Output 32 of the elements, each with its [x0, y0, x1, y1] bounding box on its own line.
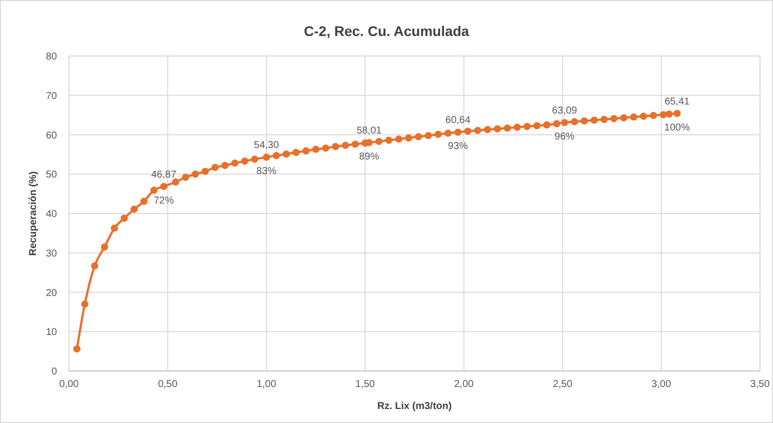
x-tick-label: 3,50 — [750, 379, 770, 390]
x-tick-label: 2,50 — [552, 379, 573, 390]
x-tick-label: 1,50 — [355, 379, 376, 390]
x-tick-label: 1,00 — [256, 379, 277, 390]
y-tick-label: 50 — [46, 170, 58, 181]
annotation: 83% — [256, 166, 277, 178]
y-tick-label: 70 — [46, 90, 58, 102]
x-tick-label: 0,50 — [158, 379, 178, 390]
annotation: 93% — [448, 141, 468, 152]
data-label: 58,01 — [356, 126, 382, 137]
data-label: 65,41 — [664, 96, 690, 108]
y-tick-label: 10 — [46, 327, 58, 338]
y-tick-label: 60 — [46, 130, 58, 142]
data-label: 46,87 — [151, 169, 177, 180]
annotation: 72% — [154, 195, 174, 206]
y-tick-label: 80 — [46, 52, 58, 62]
x-tick-label: 2,00 — [454, 379, 474, 390]
y-axis-title: Recuperación (%) — [28, 171, 39, 256]
y-tick-label: 0 — [51, 366, 58, 378]
data-label: 54,30 — [254, 140, 280, 152]
data-label: 60,64 — [445, 115, 471, 126]
y-tick-label: 20 — [46, 288, 58, 299]
data-label: 63,09 — [552, 106, 578, 117]
annotation: 89% — [359, 152, 380, 163]
x-axis-title: Rz. Lix (m3/ton) — [377, 401, 452, 412]
chart-title: C-2, Rec. Cu. Acumulada — [304, 23, 470, 39]
annotation: 96% — [554, 132, 575, 143]
y-tick-label: 30 — [46, 248, 58, 260]
x-tick-label: 3,00 — [652, 379, 672, 390]
x-tick-label: 0,00 — [59, 379, 80, 390]
y-tick-label: 40 — [46, 209, 58, 220]
annotation: 100% — [664, 122, 690, 134]
